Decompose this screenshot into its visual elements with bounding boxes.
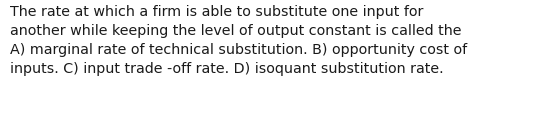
Text: The rate at which a firm is able to substitute one input for
another while keepi: The rate at which a firm is able to subs…: [10, 5, 467, 76]
